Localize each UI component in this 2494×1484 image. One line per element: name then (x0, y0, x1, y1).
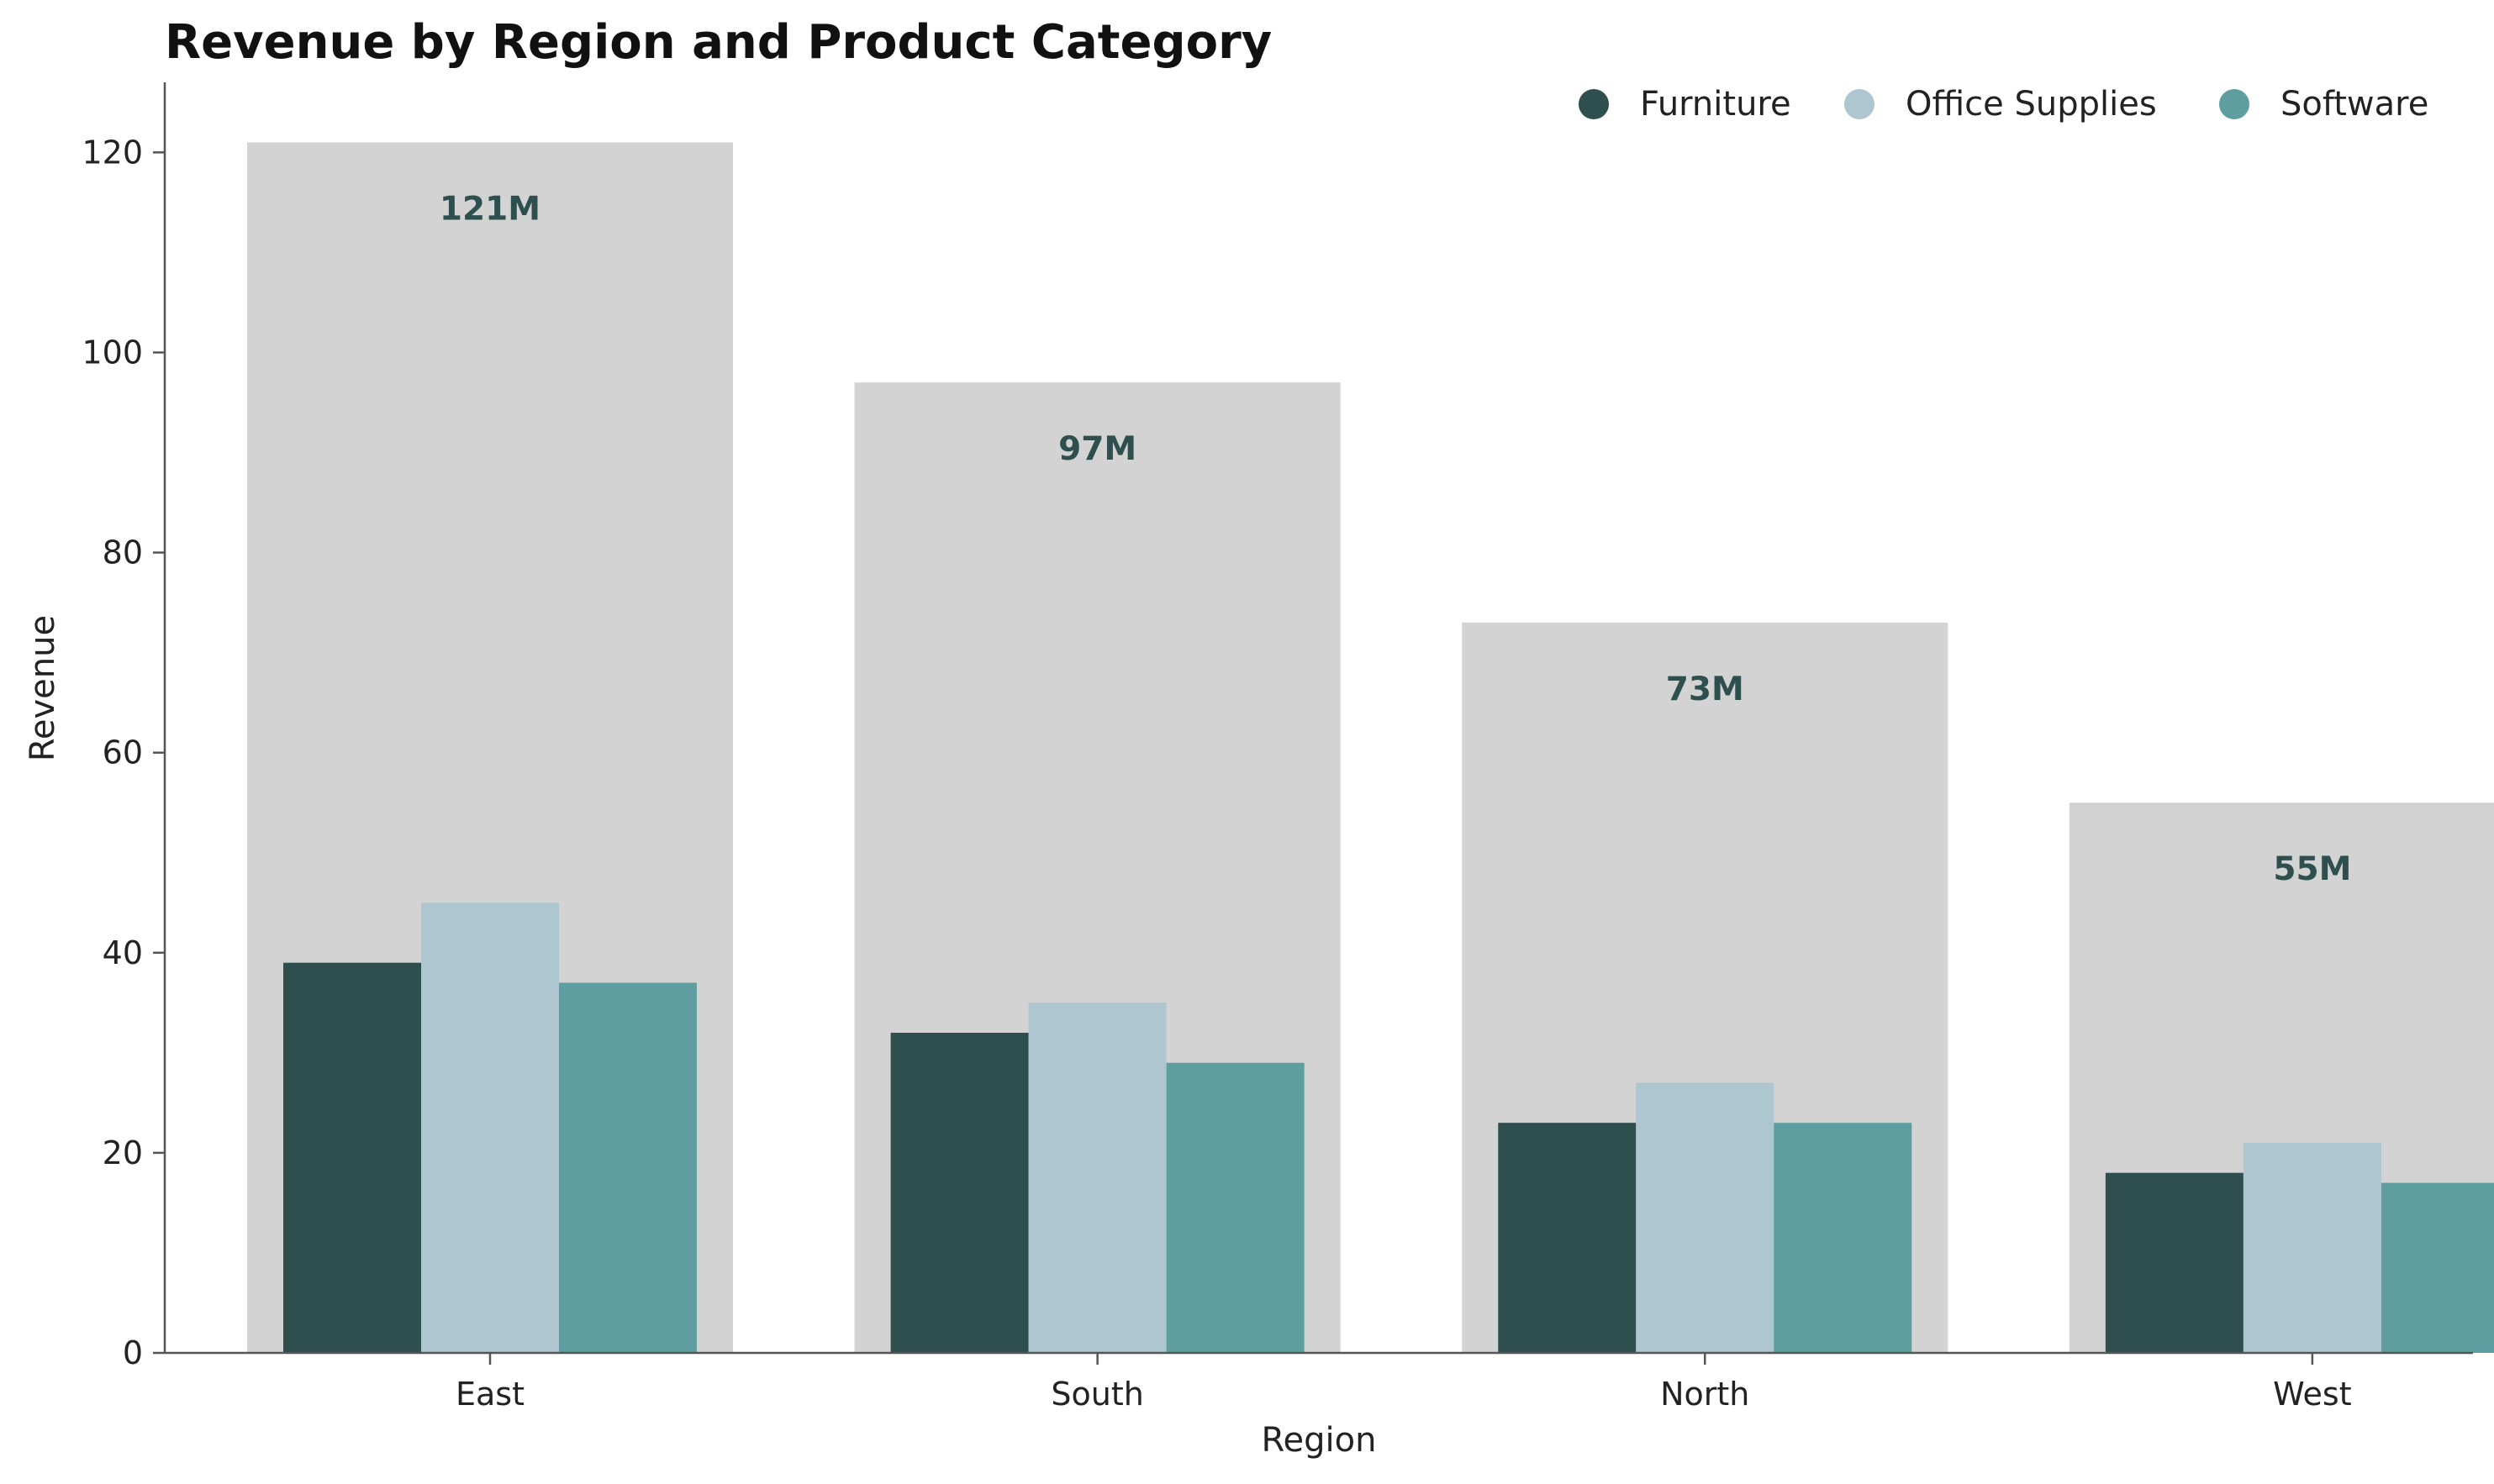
bar-east-furniture (283, 962, 421, 1353)
total-label-north: 73M (1666, 671, 1744, 708)
total-labels-group: 121M 97M 73M 55M (440, 190, 2352, 888)
total-label-west: 55M (2273, 850, 2351, 888)
bar-north-software (1774, 1123, 1912, 1353)
x-axis-label: Region (1262, 1421, 1377, 1460)
x-tick-label-west: West (2273, 1376, 2351, 1413)
y-tick-label-20: 20 (103, 1134, 143, 1171)
y-tick-label-0: 0 (123, 1334, 143, 1371)
y-axis-ticks: 0 20 40 60 80 100 120 (82, 134, 165, 1371)
bar-east-software (559, 982, 697, 1353)
bar-south-software (1166, 1062, 1305, 1353)
bar-west-software (2381, 1182, 2494, 1353)
series-bars-group (283, 903, 2494, 1353)
legend-marker-software (2219, 89, 2249, 119)
legend-marker-office-supplies (1844, 89, 1874, 119)
bar-south-office-supplies (1028, 1002, 1167, 1353)
x-tick-label-north: North (1660, 1376, 1749, 1413)
y-tick-label-120: 120 (82, 134, 143, 171)
legend-label-furniture: Furniture (1640, 85, 1791, 124)
y-tick-label-100: 100 (82, 334, 143, 371)
bar-east-office-supplies (421, 903, 559, 1353)
legend-marker-furniture (1579, 89, 1609, 119)
y-axis-label: Revenue (24, 615, 62, 761)
bar-south-furniture (890, 1033, 1029, 1353)
y-tick-label-80: 80 (103, 534, 143, 571)
bar-north-office-supplies (1636, 1082, 1774, 1353)
x-tick-label-east: East (456, 1376, 525, 1413)
y-tick-label-40: 40 (103, 934, 143, 971)
x-axis-ticks: East South North West (456, 1353, 2352, 1413)
bar-north-furniture (1498, 1123, 1637, 1353)
chart-title: Revenue by Region and Product Category (165, 15, 1273, 70)
total-label-south: 97M (1058, 430, 1136, 468)
y-tick-label-60: 60 (103, 734, 143, 771)
legend-label-office-supplies: Office Supplies (1906, 85, 2157, 124)
bar-west-furniture (2105, 1172, 2244, 1353)
total-label-east: 121M (440, 190, 540, 228)
x-tick-label-south: South (1051, 1376, 1143, 1413)
bar-west-office-supplies (2243, 1142, 2381, 1353)
legend: Furniture Office Supplies Software (1579, 85, 2428, 124)
legend-label-software: Software (2280, 85, 2428, 124)
